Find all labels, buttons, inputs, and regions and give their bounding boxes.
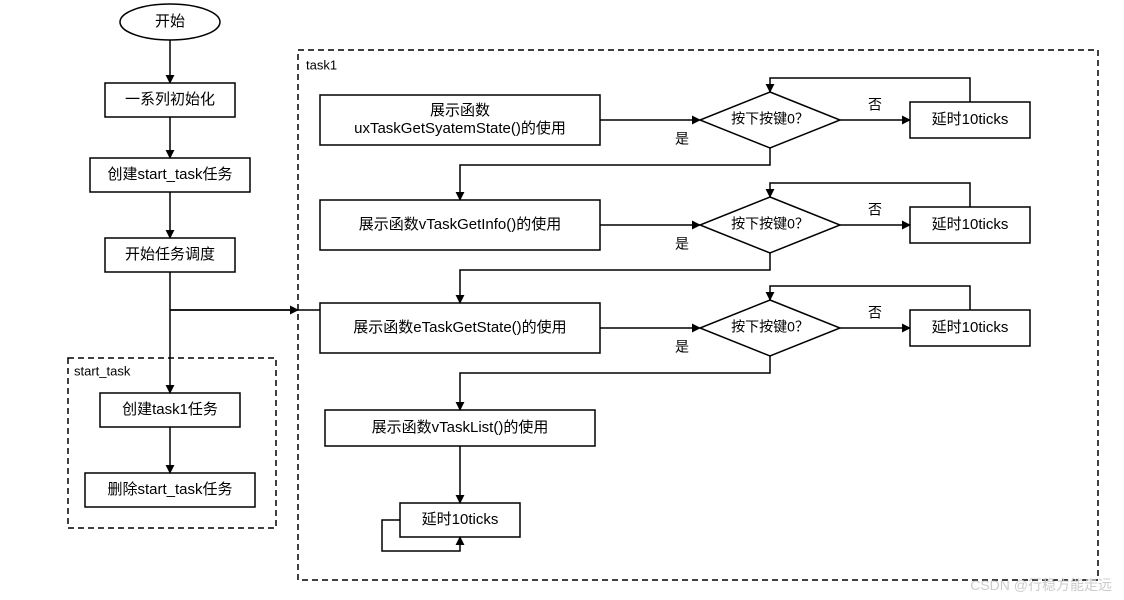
svg-text:延时10ticks: 延时10ticks bbox=[932, 216, 1009, 233]
svg-text:按下按键0？: 按下按键0？ bbox=[731, 319, 809, 335]
svg-text:是: 是 bbox=[675, 339, 689, 355]
svg-text:否: 否 bbox=[868, 202, 882, 218]
svg-text:start_task: start_task bbox=[74, 363, 131, 378]
svg-text:删除start_task任务: 删除start_task任务 bbox=[107, 481, 232, 498]
svg-text:uxTaskGetSyatemState()的使用: uxTaskGetSyatemState()的使用 bbox=[354, 120, 566, 137]
svg-text:展示函数vTaskGetInfo()的使用: 展示函数vTaskGetInfo()的使用 bbox=[359, 216, 562, 233]
svg-text:按下按键0？: 按下按键0？ bbox=[731, 216, 809, 232]
svg-text:创建start_task任务: 创建start_task任务 bbox=[107, 166, 232, 183]
svg-text:CSDN @行稳方能走远: CSDN @行稳方能走远 bbox=[970, 577, 1112, 593]
svg-text:task1: task1 bbox=[306, 57, 337, 72]
svg-text:开始任务调度: 开始任务调度 bbox=[125, 246, 215, 263]
svg-text:否: 否 bbox=[868, 305, 882, 321]
svg-text:一系列初始化: 一系列初始化 bbox=[125, 91, 215, 108]
svg-text:延时10ticks: 延时10ticks bbox=[932, 319, 1009, 336]
svg-text:是: 是 bbox=[675, 131, 689, 147]
flowchart: 开始一系列初始化创建start_task任务开始任务调度 start_task 创建… bbox=[0, 0, 1124, 600]
svg-text:展示函数: 展示函数 bbox=[430, 102, 490, 119]
svg-text:延时10ticks: 延时10ticks bbox=[932, 111, 1009, 128]
svg-text:开始: 开始 bbox=[155, 13, 185, 30]
svg-text:展示函数eTaskGetState()的使用: 展示函数eTaskGetState()的使用 bbox=[353, 319, 566, 336]
svg-text:延时10ticks: 延时10ticks bbox=[422, 511, 499, 528]
svg-text:否: 否 bbox=[868, 97, 882, 113]
svg-text:创建task1任务: 创建task1任务 bbox=[122, 401, 218, 418]
svg-text:是: 是 bbox=[675, 236, 689, 252]
svg-text:展示函数vTaskList()的使用: 展示函数vTaskList()的使用 bbox=[372, 419, 549, 436]
svg-text:按下按键0？: 按下按键0？ bbox=[731, 111, 809, 127]
